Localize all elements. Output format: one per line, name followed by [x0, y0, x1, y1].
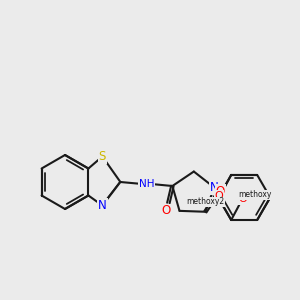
- Text: S: S: [99, 150, 106, 163]
- Text: O: O: [216, 185, 225, 198]
- Text: N: N: [98, 199, 107, 212]
- Text: methoxy: methoxy: [238, 190, 272, 200]
- Text: NH: NH: [139, 179, 154, 189]
- Text: N: N: [210, 181, 219, 194]
- Text: O: O: [162, 205, 171, 218]
- Text: O: O: [239, 194, 248, 204]
- Text: O: O: [215, 191, 224, 201]
- Text: methoxy2: methoxy2: [186, 197, 224, 206]
